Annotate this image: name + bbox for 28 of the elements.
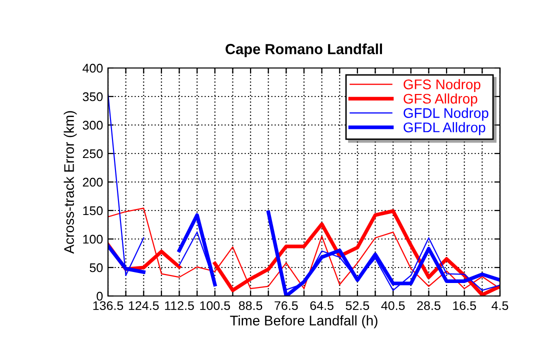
x-tick-label: 16.5 — [453, 301, 476, 310]
y-tick-label: 350 — [82, 92, 103, 102]
y-tick-label: 50 — [90, 263, 103, 272]
x-tick-label: 76.5 — [274, 301, 298, 310]
legend-label: GFS Alldrop — [404, 93, 478, 106]
x-tick-label: 112.5 — [165, 301, 194, 310]
x-tick-label: 4.5 — [492, 301, 508, 310]
x-tick-label: 40.5 — [381, 301, 405, 310]
legend-label: GFS Nodrop — [404, 79, 480, 92]
y-tick-label: 400 — [82, 64, 103, 73]
chart-title: Cape Romano Landfall — [226, 44, 382, 58]
y-tick-label: 150 — [83, 206, 103, 216]
y-tick-label: 0 — [96, 292, 103, 301]
y-tick-label: 200 — [82, 178, 103, 187]
x-tick-label: 64.5 — [310, 301, 334, 310]
legend-label: GFDL Alldrop — [404, 122, 486, 136]
y-tick-label: 300 — [82, 120, 103, 130]
x-tick-label: 124.5 — [128, 301, 159, 310]
x-tick-label: 52.5 — [346, 301, 370, 310]
y-tick-label: 100 — [83, 234, 103, 244]
legend-label: GFDL Nodrop — [404, 108, 488, 121]
x-tick-label: 136.5 — [93, 301, 124, 310]
y-axis-title: Across-track Error (km) — [64, 111, 77, 254]
x-tick-label: 100.5 — [200, 301, 230, 310]
x-tick-label: 88.5 — [238, 301, 262, 310]
x-axis-title: Time Before Landfall (h) — [230, 315, 378, 328]
y-tick-label: 250 — [82, 149, 103, 158]
x-tick-label: 28.5 — [417, 301, 440, 310]
